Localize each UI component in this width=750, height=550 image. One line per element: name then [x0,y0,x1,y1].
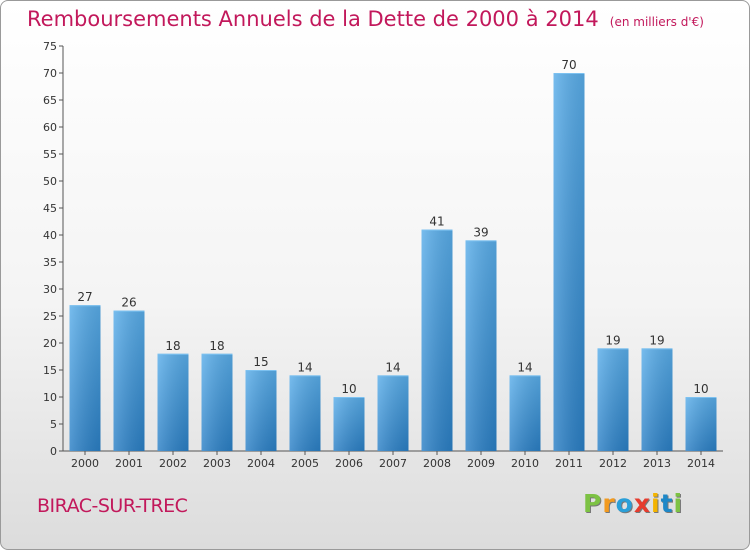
logo-letter: i [651,489,661,518]
bar-value-label: 14 [297,360,312,374]
bar-shade [509,375,541,451]
chart-bars [69,73,717,451]
y-tick-label: 60 [43,121,57,134]
y-tick-label: 30 [43,283,57,296]
logo-letter: o [615,489,634,518]
proxiti-logo: Proxiti [583,489,683,518]
x-tick-label: 2005 [291,457,319,470]
bar-value-label: 19 [605,333,620,347]
bar-value-label: 14 [517,360,532,374]
x-tick-label: 2011 [555,457,583,470]
bar-shade [641,348,673,451]
y-tick-label: 65 [43,94,57,107]
y-tick-label: 25 [43,310,57,323]
bar-shade [245,370,277,451]
x-tick-label: 2002 [159,457,187,470]
y-tick-label: 0 [50,445,57,458]
y-tick-label: 75 [43,40,57,53]
bar-value-label: 70 [561,58,576,72]
bar-shade [377,375,409,451]
bar-shade [465,240,497,451]
bar-value-label: 18 [209,339,224,353]
y-tick-label: 10 [43,391,57,404]
bar-shade [201,353,233,451]
chart-labels: 27 2000 26 2001 18 2002 18 2003 15 2004 14 2005 10 20… [71,58,715,470]
y-tick-label: 45 [43,202,57,215]
commune-name: BIRAC-SUR-TREC [37,495,188,517]
x-tick-label: 2013 [643,457,671,470]
bar-value-label: 18 [165,339,180,353]
bar-value-label: 41 [429,215,444,229]
y-tick-label: 15 [43,364,57,377]
x-tick-label: 2004 [247,457,275,470]
y-tick-label: 40 [43,229,57,242]
bar-value-label: 10 [693,382,708,396]
chart-title: Remboursements Annuels de la Dette de 20… [27,7,704,31]
logo-letter: x [633,489,651,518]
y-tick-label: 55 [43,148,57,161]
x-tick-label: 2010 [511,457,539,470]
bar-value-label: 27 [77,290,92,304]
bar-value-label: 14 [385,360,400,374]
bar-shade [69,305,101,451]
chart-title-text: Remboursements Annuels de la Dette de 20… [27,7,599,31]
bar-value-label: 39 [473,225,488,239]
bar-value-label: 15 [253,355,268,369]
y-tick-label: 20 [43,337,57,350]
x-tick-label: 2009 [467,457,495,470]
x-tick-label: 2008 [423,457,451,470]
chart-axes: 0 5 10 15 20 25 30 35 40 45 50 55 60 65 70 75 [43,40,723,458]
y-tick-label: 70 [43,67,57,80]
x-tick-label: 2007 [379,457,407,470]
bar-value-label: 10 [341,382,356,396]
x-tick-label: 2000 [71,457,99,470]
y-tick-label: 5 [50,418,57,431]
logo-letter: r [602,489,616,518]
bar-shade [113,310,145,451]
x-tick-label: 2006 [335,457,363,470]
logo-letter: t [660,489,674,518]
bar-shade [289,375,321,451]
bar-value-label: 19 [649,333,664,347]
logo-letter: i [673,489,684,518]
bar-shade [333,397,365,451]
bar-shade [597,348,629,451]
bar-shade [421,229,453,451]
chart-unit: (en milliers d'€) [609,15,704,29]
x-tick-label: 2014 [687,457,715,470]
bar-shade [553,73,585,451]
bar-shade [157,353,189,451]
bar-value-label: 26 [121,296,136,310]
y-tick-label: 35 [43,256,57,269]
logo-letter: P [583,489,603,518]
x-tick-label: 2012 [599,457,627,470]
bar-shade [685,397,717,451]
y-tick-label: 50 [43,175,57,188]
x-tick-label: 2003 [203,457,231,470]
x-tick-label: 2001 [115,457,143,470]
